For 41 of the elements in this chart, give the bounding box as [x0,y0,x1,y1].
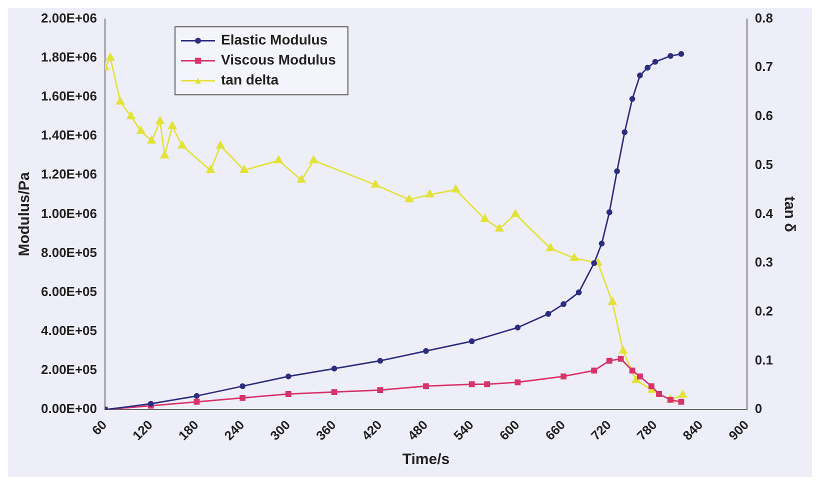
y2-tick-label: 0.3 [754,254,774,270]
legend-label: Elastic Modulus [221,32,328,48]
y2-axis-title: tan δ [780,196,798,232]
y-tick-label: 0.00E+00 [40,401,98,416]
y-tick-label: 6.00E+05 [40,284,98,299]
y-tick-label: 2.00E+05 [40,362,98,378]
x-tick-label: 180 [175,417,202,444]
y-tick-label: 8.00E+05 [40,244,98,260]
y-tick-label: 1.80E+06 [40,49,98,64]
y-tick-label: 1.60E+06 [40,88,98,104]
x-tick-label: 420 [358,417,385,444]
y2-tick-label: 0.6 [754,108,774,124]
y-tick-label: 1.40E+06 [40,128,98,143]
x-tick-label: 360 [312,417,339,444]
y-tick-label: 1.00E+06 [40,206,98,221]
x-tick-label: 480 [404,417,431,444]
y2-tick-label: 0.4 [754,206,774,221]
y-tick-label: 2.00E+06 [40,10,98,26]
x-tick-label: 840 [680,417,706,444]
y-tick-label: 1.20E+06 [40,166,98,182]
x-tick-label: 120 [130,417,156,444]
x-tick-label: 600 [496,417,522,444]
x-axis-title: Time/s [402,451,450,468]
y2-tick-label: 0 [754,401,762,416]
legend-label: Viscous Modulus [221,52,336,68]
y-tick-label: 4.00E+05 [40,323,98,338]
y2-tick-label: 0.1 [754,352,774,368]
y2-tick-label: 0.8 [754,10,774,26]
y2-tick-label: 0.7 [754,59,774,74]
x-tick-label: 60 [88,417,110,438]
x-tick-label: 540 [450,417,476,444]
y-axis-title: Modulus/Pa [16,171,34,256]
x-tick-label: 720 [588,417,614,444]
x-tick-label: 780 [634,417,660,444]
y2-tick-label: 0.5 [754,156,774,172]
x-tick-label: 240 [221,417,248,444]
x-tick-label: 900 [726,417,752,444]
x-tick-label: 300 [267,417,294,444]
y2-tick-label: 0.2 [754,304,774,318]
legend-label: tan delta [221,72,279,88]
x-tick-label: 660 [542,417,568,444]
